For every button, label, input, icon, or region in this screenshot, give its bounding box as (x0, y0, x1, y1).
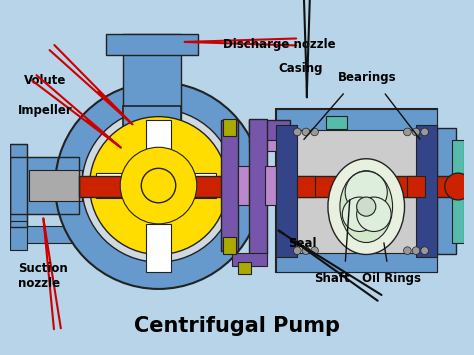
Bar (437, 128, 456, 255)
Text: Centrifugal Pump: Centrifugal Pump (134, 316, 340, 336)
Bar (168, 173, 216, 198)
Text: Casing: Casing (278, 61, 323, 75)
Bar (407, 176, 425, 197)
Circle shape (421, 247, 428, 255)
Bar (249, 119, 267, 255)
Bar (79, 176, 452, 197)
Bar (238, 166, 249, 205)
Text: Impeller: Impeller (18, 104, 73, 118)
Circle shape (311, 128, 319, 136)
Circle shape (141, 168, 176, 203)
Circle shape (302, 128, 310, 136)
Bar (297, 176, 315, 197)
Bar (452, 179, 464, 194)
Bar (276, 109, 437, 272)
Bar (290, 122, 424, 258)
Bar (276, 252, 437, 272)
Bar (249, 140, 278, 151)
Bar (10, 144, 27, 227)
Text: Suction
nozzle: Suction nozzle (18, 262, 67, 290)
Circle shape (82, 109, 235, 262)
Circle shape (90, 117, 228, 255)
Bar (10, 226, 79, 243)
Circle shape (293, 128, 301, 136)
Bar (238, 262, 251, 274)
Bar (232, 252, 267, 266)
Bar (223, 237, 236, 255)
Ellipse shape (328, 159, 404, 255)
Text: Discharge nozzle: Discharge nozzle (223, 38, 335, 51)
Text: Volute: Volute (24, 74, 66, 87)
Circle shape (403, 247, 411, 255)
Circle shape (445, 173, 472, 200)
Bar (123, 34, 181, 120)
Bar (106, 34, 198, 55)
Bar (10, 221, 27, 250)
Circle shape (302, 247, 310, 255)
Bar (416, 125, 437, 257)
Circle shape (356, 197, 376, 216)
Bar (123, 106, 181, 144)
Circle shape (120, 147, 197, 224)
Ellipse shape (340, 171, 392, 242)
Circle shape (403, 128, 411, 136)
Text: Shaft: Shaft (315, 272, 350, 285)
Circle shape (55, 82, 262, 289)
Text: Bearings: Bearings (337, 71, 396, 84)
Bar (223, 119, 236, 136)
Circle shape (342, 197, 377, 231)
Text: Oil Rings: Oil Rings (363, 272, 421, 285)
Bar (326, 116, 347, 129)
Bar (146, 120, 171, 168)
Bar (221, 120, 238, 251)
Bar (265, 166, 276, 205)
Circle shape (293, 247, 301, 255)
Circle shape (345, 171, 387, 213)
Bar (249, 120, 290, 142)
Bar (276, 125, 297, 257)
Circle shape (412, 128, 420, 136)
Bar (422, 122, 435, 258)
Bar (452, 140, 464, 243)
Bar (29, 170, 82, 201)
Bar (283, 122, 296, 258)
Circle shape (421, 128, 428, 136)
Bar (276, 109, 437, 130)
Circle shape (356, 197, 391, 231)
Text: Seal: Seal (288, 237, 316, 250)
Bar (10, 157, 79, 214)
Bar (146, 224, 171, 272)
Bar (96, 173, 144, 198)
Circle shape (412, 247, 420, 255)
Circle shape (311, 247, 319, 255)
